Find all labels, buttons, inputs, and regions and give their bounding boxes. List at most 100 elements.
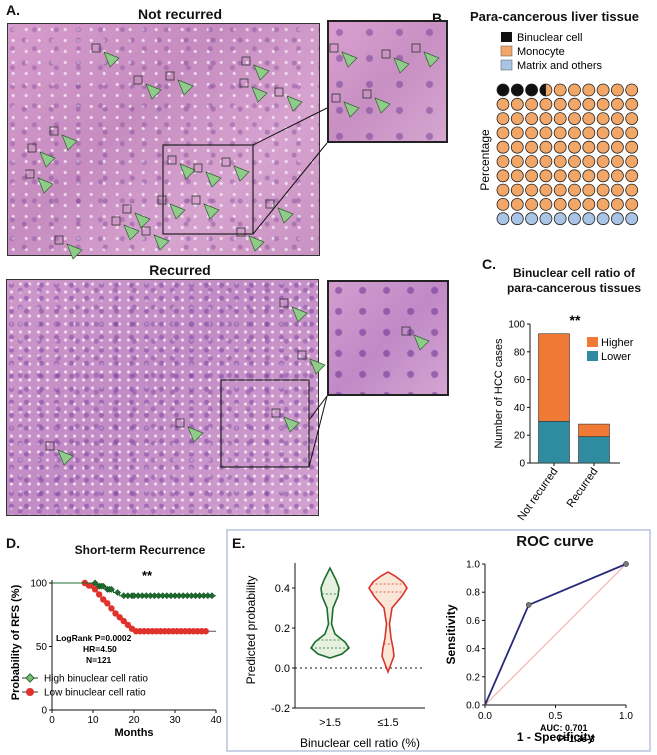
y-tick-label: 60 — [514, 375, 526, 386]
cell-box — [241, 56, 251, 66]
y-axis-label: Number of HCC cases — [493, 338, 505, 449]
arrow-marker — [309, 358, 326, 375]
x-tick-label: 30 — [169, 715, 181, 726]
waffle-dot — [625, 197, 639, 211]
waffle-dot — [625, 83, 639, 97]
km-censor-low — [116, 614, 123, 621]
waffle-dot — [496, 126, 510, 140]
waffle-dot — [553, 197, 567, 211]
waffle-dot — [611, 169, 624, 183]
waffle-dot — [510, 169, 524, 183]
arrow-marker — [179, 163, 196, 180]
waffle-dot — [525, 112, 538, 125]
waffle-dot — [596, 112, 610, 125]
panel-d-label: D. — [6, 535, 20, 551]
waffle-dot — [568, 183, 581, 197]
cell-box — [141, 226, 151, 236]
panel-a-label: A. — [6, 2, 20, 18]
waffle-dot — [625, 112, 639, 125]
waffle-dot — [510, 97, 524, 111]
legend-swatch-matrix — [500, 59, 513, 71]
waffle-dot — [496, 97, 510, 111]
connector-line — [252, 142, 328, 235]
bar-segment-higher — [578, 423, 610, 437]
connector-line — [308, 395, 328, 421]
waffle-dot — [611, 140, 624, 154]
cell-box — [265, 199, 275, 209]
waffle-dot — [611, 83, 624, 97]
arrow-marker — [283, 416, 300, 433]
waffle-dot — [625, 169, 639, 183]
waffle-dot — [625, 140, 639, 154]
y-tick-label: 1.0 — [466, 560, 480, 571]
connector-line — [252, 107, 328, 146]
km-censor-low — [108, 605, 115, 612]
cell-box — [279, 298, 289, 308]
panel-b-title: Para-cancerous liver tissue — [469, 9, 640, 24]
waffle-dot — [525, 97, 538, 111]
km-censor-high — [107, 585, 115, 593]
km-stat-logrank: LogRank P=0.0002 — [56, 633, 132, 643]
waffle-dot — [582, 197, 596, 211]
cell-box — [165, 71, 175, 81]
waffle-dot — [510, 183, 524, 197]
waffle-dot — [596, 97, 610, 111]
waffle-dot — [582, 97, 596, 111]
zoom-not-recurred — [327, 20, 448, 143]
cell-box — [236, 227, 246, 237]
arrow-marker — [233, 165, 250, 182]
arrow-marker — [343, 101, 360, 118]
waffle-dot — [568, 97, 581, 111]
waffle-dot — [496, 197, 510, 211]
zoom-region-box — [162, 144, 254, 235]
km-censor-low — [100, 596, 107, 603]
connector-line — [308, 395, 328, 468]
legend-marker-low — [26, 688, 34, 696]
x-tick-label: ≤1.5 — [377, 717, 398, 729]
km-plot: 0 10 20 30 40 0 50 100 Months Probability of RFS … — [10, 579, 222, 740]
x-tick-label: 40 — [210, 715, 222, 726]
waffle-dot — [596, 140, 610, 154]
legend-swatch-monocyte — [500, 45, 513, 57]
arrow-marker — [291, 306, 308, 323]
cell-box — [331, 93, 341, 103]
waffle-dot — [553, 112, 567, 125]
cell-box — [54, 235, 64, 245]
violin-body — [309, 566, 351, 659]
waffle-dot — [525, 212, 538, 226]
arrow-marker — [103, 51, 120, 68]
cell-box — [157, 195, 167, 205]
cell-box — [191, 195, 201, 205]
km-censor-high — [114, 589, 122, 597]
cell-box — [91, 43, 101, 53]
y-tick-label: 0.4 — [466, 644, 480, 655]
cell-box — [271, 408, 281, 418]
waffle-dot — [525, 140, 538, 154]
x-tick-label: 20 — [128, 715, 140, 726]
y-tick-label: 100 — [30, 579, 47, 590]
waffle-dot — [525, 126, 538, 140]
x-tick-label: >1.5 — [319, 717, 341, 729]
y-tick-label: 0 — [41, 706, 47, 717]
waffle-dot — [525, 83, 538, 97]
waffle-dot — [568, 197, 581, 211]
bar-segment-higher — [538, 333, 570, 422]
roc-point — [525, 602, 532, 608]
not-recurred-title: Not recurred — [137, 6, 223, 22]
waffle-dot — [625, 183, 639, 197]
panel-e-frame — [226, 529, 651, 752]
waffle-legend: Binuclear cell Monocyte Matrix and other… — [500, 32, 602, 72]
km-line-low — [52, 582, 216, 632]
waffle-dot — [553, 155, 567, 168]
waffle-dot — [539, 212, 553, 226]
arrow-marker — [393, 57, 410, 74]
recurred-title: Recurred — [149, 262, 211, 278]
waffle-dot — [568, 83, 581, 97]
arrow-marker — [413, 334, 430, 351]
roc-title: ROC curve — [516, 533, 594, 550]
roc-reference-line — [484, 563, 627, 706]
waffle-dot — [553, 140, 567, 154]
y-tick-label: 0.8 — [466, 588, 480, 599]
roc-p-text: P=1.3e-3 — [558, 734, 595, 744]
